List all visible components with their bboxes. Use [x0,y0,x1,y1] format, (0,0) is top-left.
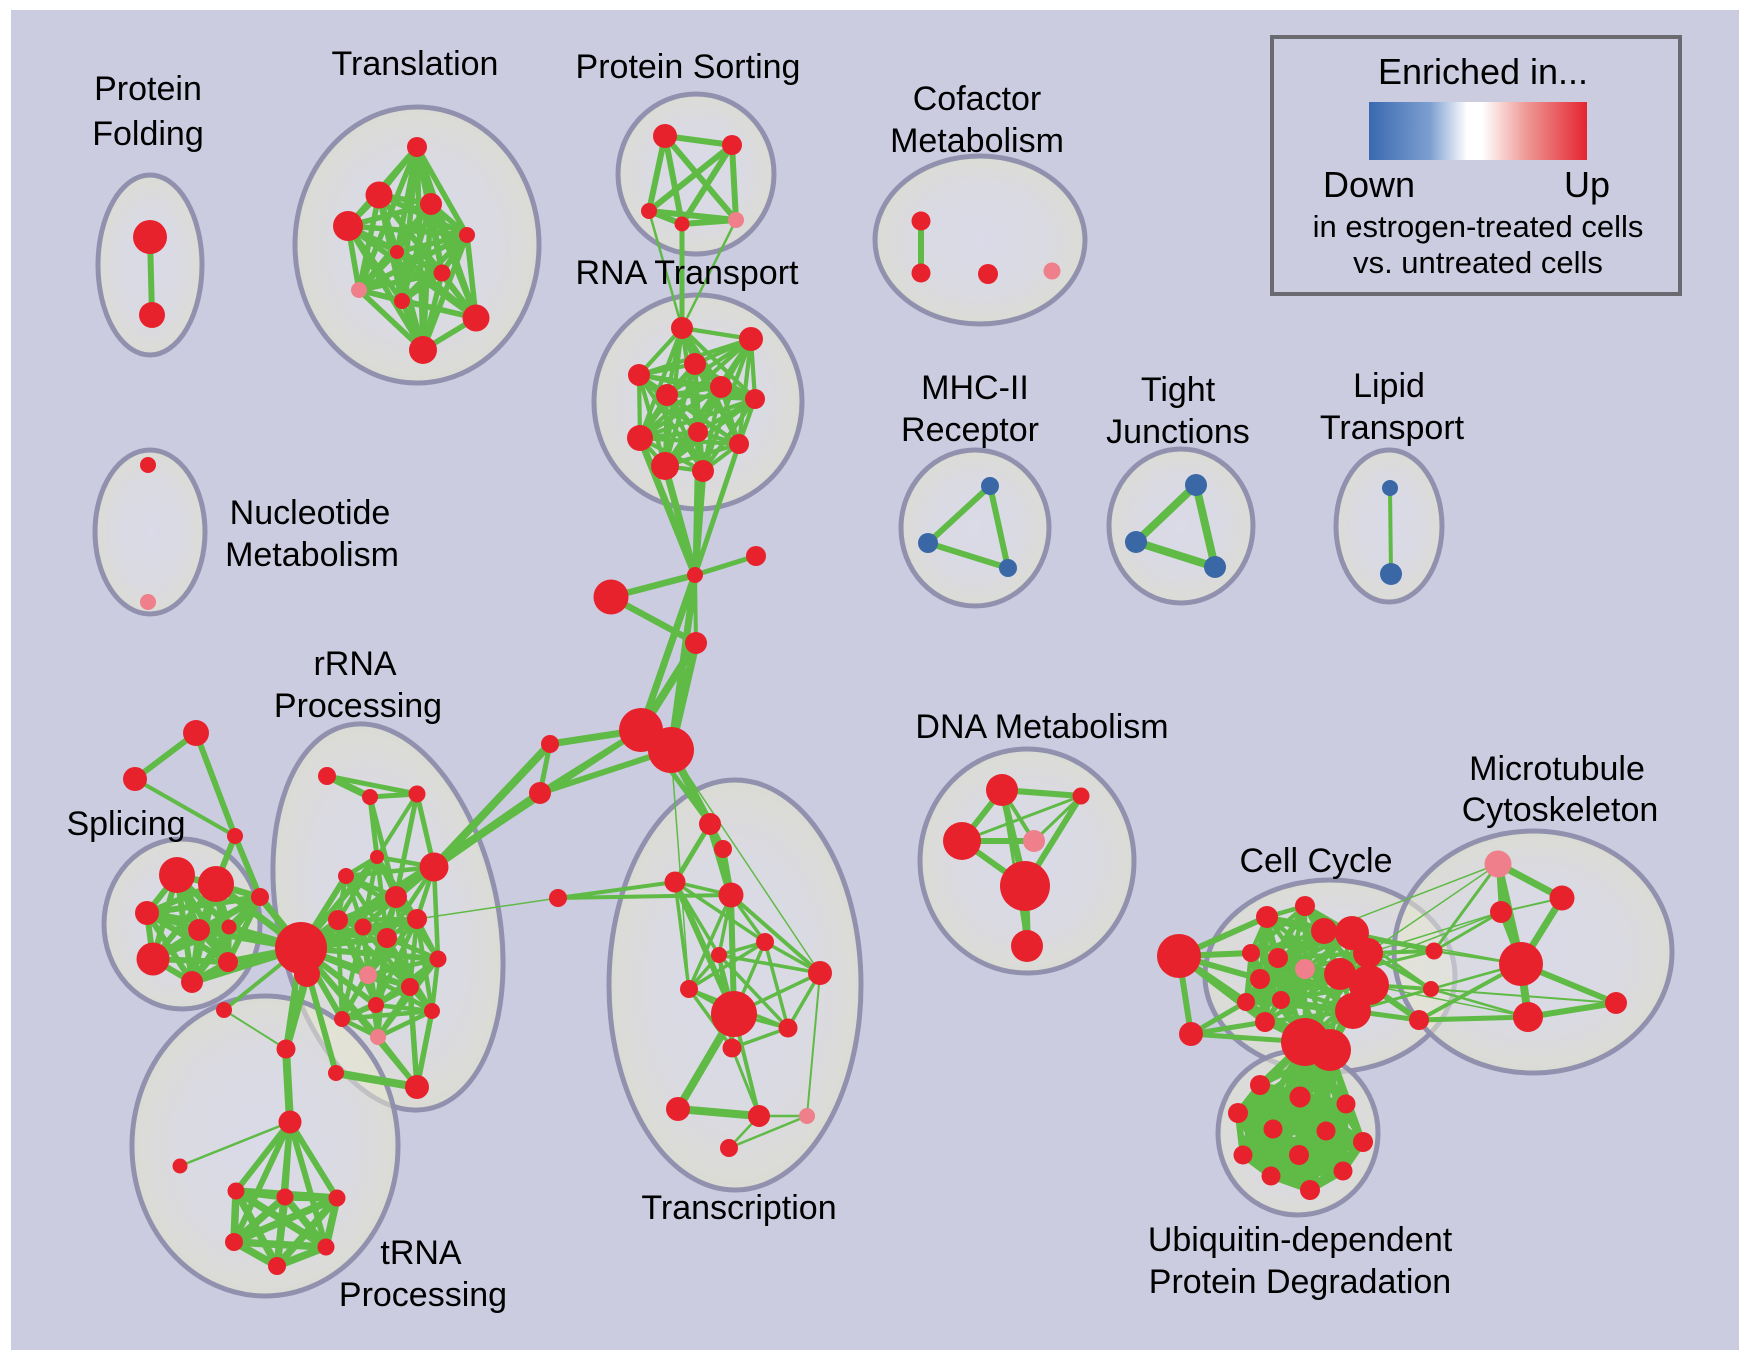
svg-text:vs. untreated cells: vs. untreated cells [1353,245,1603,280]
svg-text:Translation: Translation [332,45,499,83]
svg-text:Metabolism: Metabolism [890,122,1064,160]
svg-text:Up: Up [1564,164,1610,205]
svg-text:Cofactor: Cofactor [913,80,1042,118]
svg-text:Protein: Protein [94,70,202,108]
svg-text:DNA Metabolism: DNA Metabolism [915,708,1168,746]
svg-text:Processing: Processing [274,687,442,725]
svg-text:Folding: Folding [92,115,204,153]
svg-text:Splicing: Splicing [66,805,185,843]
svg-text:Transport: Transport [1320,409,1465,447]
svg-text:Tight: Tight [1141,371,1216,409]
svg-text:Down: Down [1323,164,1415,205]
svg-text:Nucleotide: Nucleotide [230,494,391,532]
svg-text:Metabolism: Metabolism [225,536,399,574]
svg-text:MHC-II: MHC-II [921,369,1029,407]
svg-text:Processing: Processing [339,1276,507,1314]
svg-text:Transcription: Transcription [641,1189,836,1227]
svg-text:Ubiquitin-dependent: Ubiquitin-dependent [1148,1221,1453,1259]
svg-text:Cell Cycle: Cell Cycle [1239,842,1392,880]
svg-text:Lipid: Lipid [1353,367,1425,405]
svg-text:Junctions: Junctions [1106,413,1250,451]
svg-text:in estrogen-treated cells: in estrogen-treated cells [1313,209,1644,244]
svg-text:tRNA: tRNA [380,1234,462,1272]
svg-text:RNA Transport: RNA Transport [576,254,800,292]
svg-text:Enriched in...: Enriched in... [1378,51,1588,92]
svg-text:Cytoskeleton: Cytoskeleton [1462,791,1659,829]
svg-text:Receptor: Receptor [901,411,1039,449]
svg-text:Protein Sorting: Protein Sorting [576,48,801,86]
svg-text:rRNA: rRNA [313,645,396,683]
svg-text:Microtubule: Microtubule [1469,750,1645,788]
svg-text:Protein Degradation: Protein Degradation [1149,1263,1451,1301]
